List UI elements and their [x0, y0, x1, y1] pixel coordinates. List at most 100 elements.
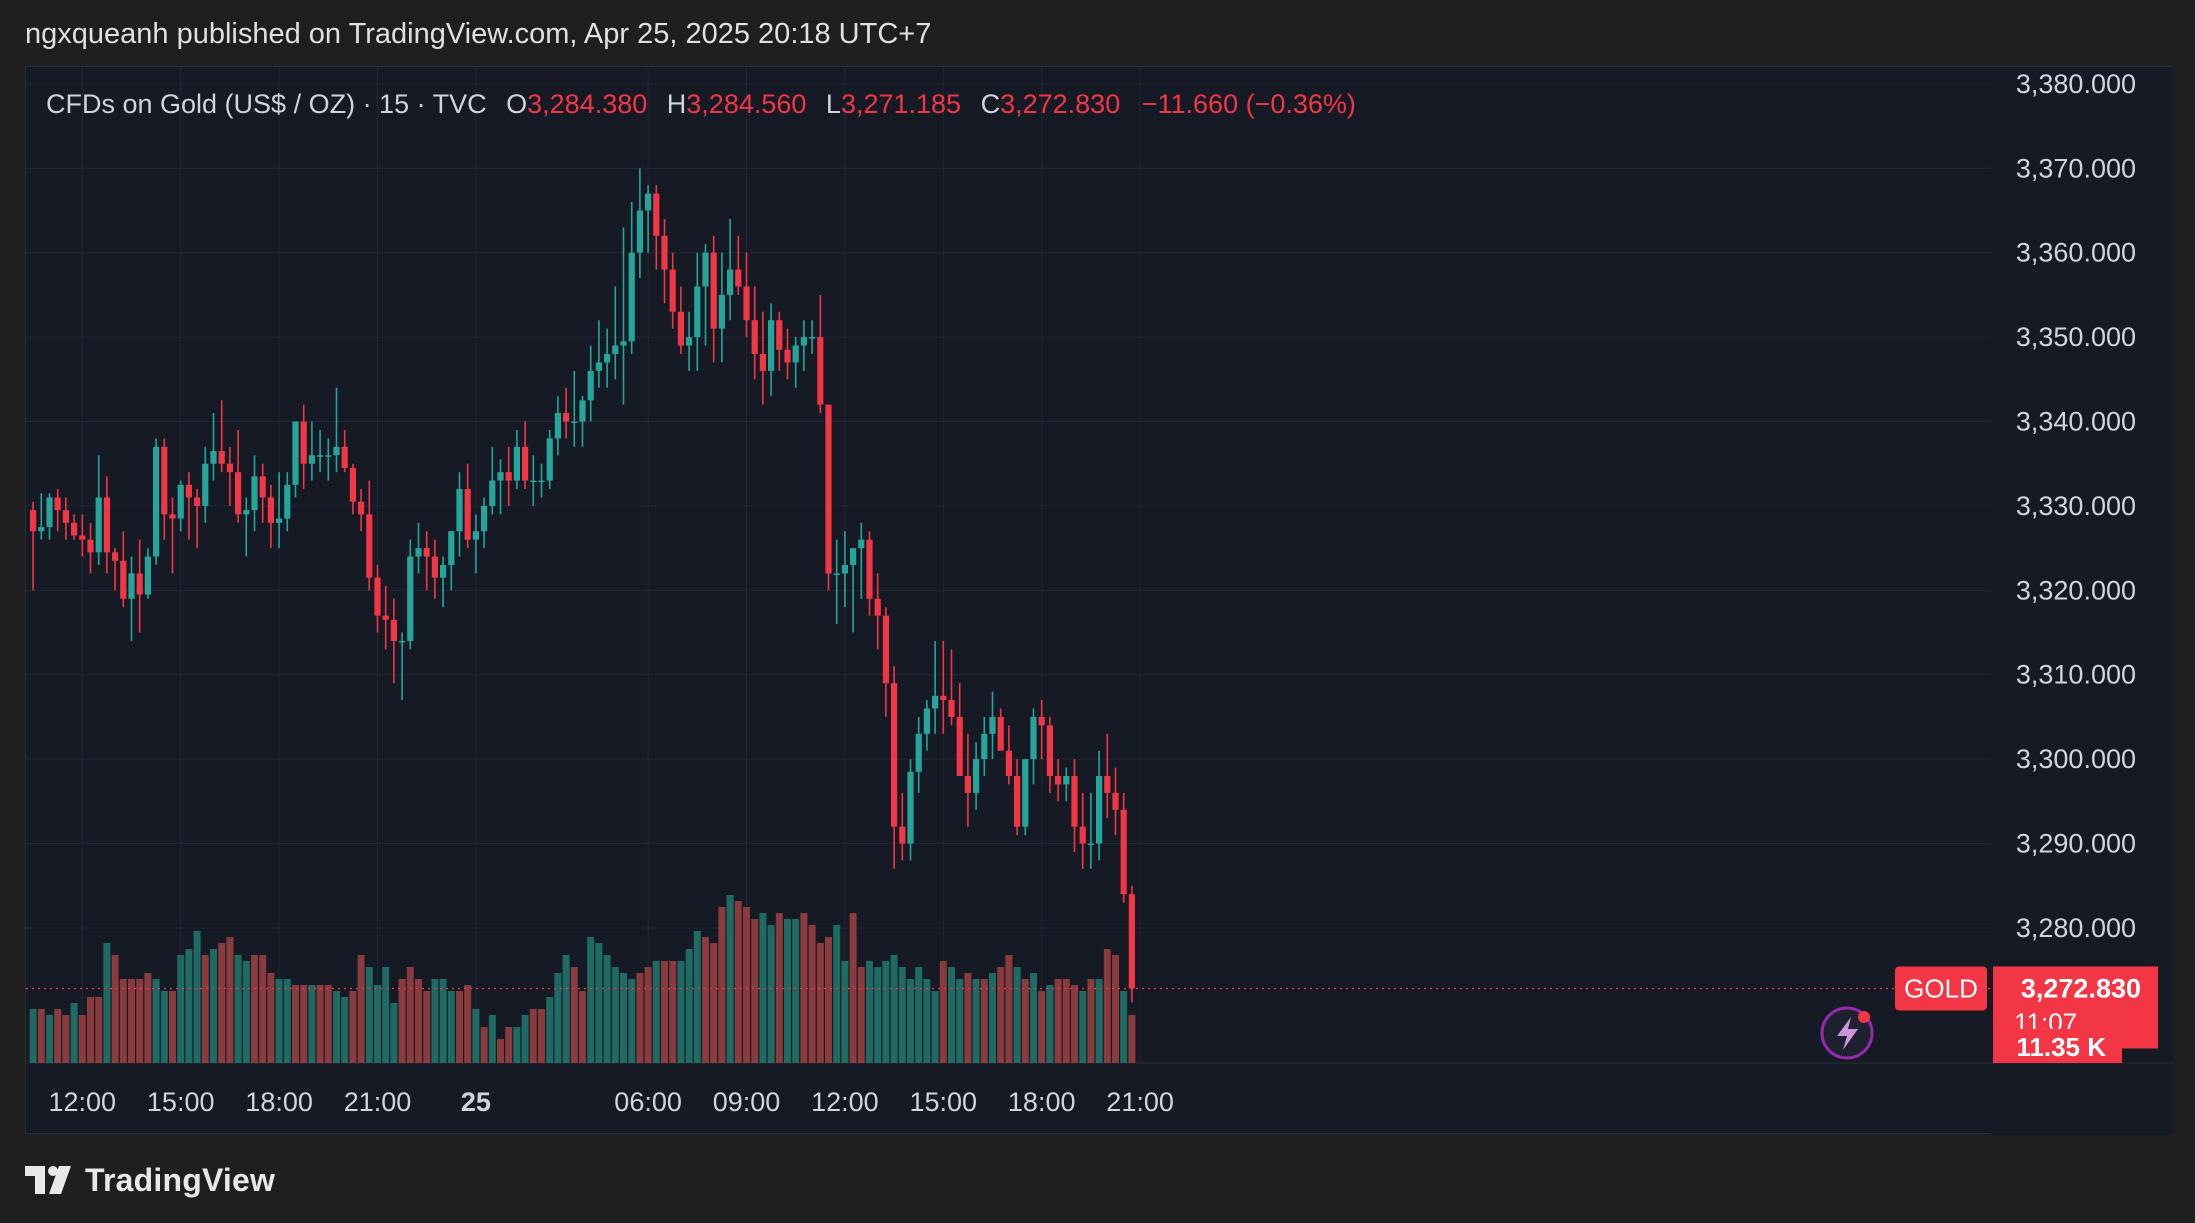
volume-bar [341, 997, 349, 1063]
candle-body [1112, 792, 1119, 810]
candle-body [866, 539, 873, 599]
candle-body [390, 619, 397, 641]
volume-bar [833, 925, 841, 1063]
candle-body [694, 286, 701, 338]
candle-body [571, 421, 578, 424]
volume-bar [759, 913, 767, 1063]
volume-bar [439, 979, 447, 1063]
candle-body [177, 484, 184, 519]
y-tick-label: 3,370.000 [2016, 153, 2136, 183]
candle-body [415, 548, 422, 557]
volume-bar [464, 985, 472, 1063]
candle-body [87, 539, 94, 553]
x-tick-label: 15:00 [147, 1087, 215, 1117]
candle-body [899, 826, 906, 844]
high-label: H [666, 89, 687, 119]
volume-bar [890, 955, 898, 1063]
volume-bar [54, 1009, 62, 1063]
candle-body [735, 269, 742, 287]
volume-bar [710, 943, 718, 1063]
candle-body [973, 759, 980, 793]
volume-bar [857, 967, 865, 1063]
candle-body [505, 472, 512, 481]
volume-bar [538, 1009, 545, 1063]
candle-body [276, 518, 283, 523]
candle-body [62, 510, 69, 523]
volume-bar [841, 961, 849, 1063]
candle-body [989, 716, 996, 734]
volume-bar [702, 937, 709, 1063]
volume-bar [546, 997, 554, 1063]
volume-bar [283, 979, 291, 1063]
candle-body [1046, 725, 1053, 777]
volume-bar [136, 979, 144, 1063]
volume-bar [603, 955, 611, 1063]
volume-bar [972, 979, 980, 1063]
volume-bar [1021, 979, 1029, 1063]
volume-bar [677, 961, 685, 1063]
x-tick-label: 12:00 [49, 1087, 117, 1117]
candle-body [325, 455, 332, 457]
candle-body [366, 514, 373, 578]
candle-body [1087, 843, 1094, 846]
symbol-legend[interactable]: CFDs on Gold (US$ / OZ) · 15 · TVC O3,28… [46, 89, 1356, 120]
candle-body [103, 497, 110, 553]
symbol-info[interactable]: CFDs on Gold (US$ / OZ) · 15 · TVC [46, 89, 487, 119]
volume-bar [808, 925, 816, 1063]
candle-body [251, 476, 258, 511]
volume-bar [923, 979, 931, 1063]
volume-bar [726, 895, 734, 1063]
candle-body [1005, 750, 1012, 777]
candle-body [948, 700, 955, 717]
volume-bar [111, 955, 119, 1063]
x-tick-label: 25 [461, 1087, 491, 1117]
publisher-line: ngxqueanh published on TradingView.com, … [25, 18, 932, 50]
volume-bar [874, 967, 882, 1063]
price-tag-value: 3,272.830 [2021, 973, 2141, 1003]
chart-panel[interactable]: 3,380.000 3,370.000 3,360.000 3,350.000 3,34… [25, 66, 2173, 1135]
candle-body [784, 349, 791, 363]
candle-body [235, 472, 242, 515]
candle-body [423, 548, 430, 557]
volume-bar [611, 967, 619, 1063]
volume-bar [620, 973, 627, 1063]
open-value: 3,284.380 [527, 89, 648, 119]
y-tick-label: 3,290.000 [2016, 829, 2136, 859]
volume-bar [324, 985, 332, 1063]
volume-bar [218, 943, 226, 1063]
volume-bar [1103, 949, 1111, 1063]
volume-bar [1120, 991, 1128, 1063]
volume-bar [1054, 979, 1062, 1063]
lightning-icon[interactable] [1820, 1006, 1874, 1060]
volume-bar [1095, 979, 1103, 1063]
volume-bar [898, 967, 906, 1063]
candle-body [1071, 776, 1078, 827]
x-tick-label: 15:00 [910, 1087, 978, 1117]
change-value: −11.660 (−0.36%) [1141, 89, 1356, 119]
y-tick-label: 3,360.000 [2016, 238, 2136, 268]
volume-bar [103, 943, 111, 1063]
volume-bar [866, 961, 873, 1063]
volume-bar [1087, 979, 1095, 1063]
candle-body [956, 716, 963, 777]
candle-body [120, 560, 127, 599]
y-tick-label: 3,330.000 [2016, 491, 2136, 521]
volume-bar [825, 937, 832, 1063]
x-tick-label: 09:00 [713, 1087, 781, 1117]
price-axis [1991, 67, 2173, 1135]
candle-body [997, 716, 1004, 751]
candlestick-chart[interactable]: 3,380.000 3,370.000 3,360.000 3,350.000 3,34… [26, 67, 2173, 1135]
candle-body [407, 556, 414, 641]
tradingview-logo[interactable]: TradingView [25, 1160, 275, 1200]
volume-bar [70, 1003, 78, 1063]
candle-body [538, 480, 545, 483]
candle-body [481, 505, 488, 532]
candle-body [792, 345, 799, 363]
volume-bar [1038, 991, 1046, 1063]
x-tick-label: 21:00 [344, 1087, 412, 1117]
candle-body [1096, 776, 1103, 844]
volume-bar [554, 973, 562, 1063]
candle-body [1038, 716, 1045, 726]
ticker-tag [1895, 966, 1987, 1011]
volume-bar [415, 979, 422, 1063]
